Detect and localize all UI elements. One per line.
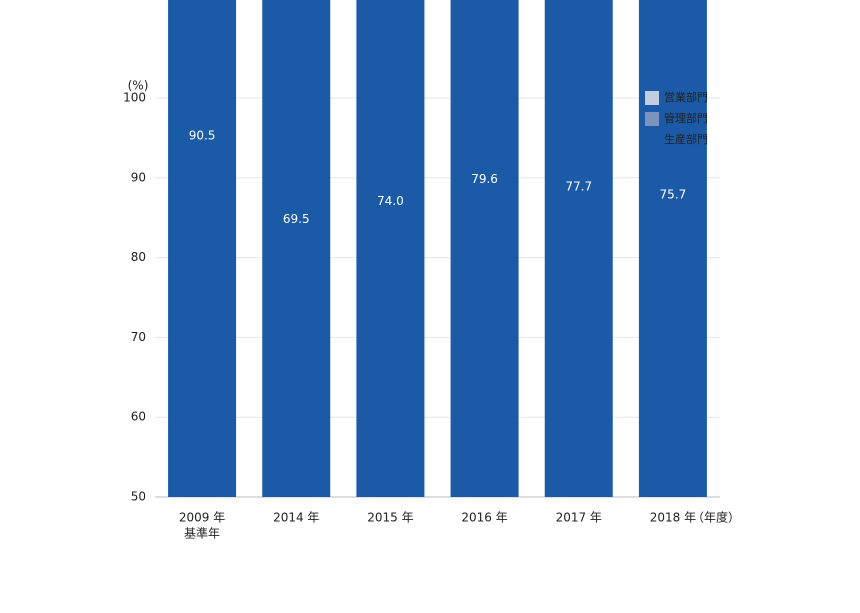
bar-segment — [450, 0, 519, 498]
bar-segment — [544, 0, 613, 498]
value-label: 75.7 — [660, 187, 687, 201]
legend-label: 管理部門 — [664, 111, 708, 125]
value-label: 90.5 — [189, 128, 216, 142]
legend-label: 生産部門 — [664, 132, 708, 146]
value-label: 77.7 — [565, 179, 592, 193]
x-axis-label: （年度） — [692, 510, 740, 525]
legend-swatch — [645, 91, 659, 105]
value-label: 69.5 — [283, 212, 310, 226]
y-tick-label: 70 — [131, 330, 146, 344]
legend-swatch — [645, 112, 659, 126]
x-tick-label: 2014 年 — [273, 511, 319, 525]
legend-swatch — [645, 133, 659, 147]
y-axis-label: (%) — [128, 79, 149, 93]
y-tick-label: 60 — [131, 410, 146, 424]
y-tick-label: 100 — [123, 91, 146, 105]
bar-segment — [638, 0, 707, 497]
x-tick-label: 2018 年 — [650, 511, 696, 525]
value-label: 74.0 — [377, 194, 404, 208]
legend-label: 営業部門 — [664, 90, 708, 104]
bar-segment — [356, 0, 425, 498]
baseline-note: 基準年 — [184, 526, 220, 541]
x-tick-label: 2017 年 — [556, 511, 602, 525]
y-tick-label: 50 — [131, 490, 146, 504]
x-tick-label: 2009 年 — [179, 511, 225, 525]
y-tick-label: 80 — [131, 250, 146, 264]
x-tick-label: 2015 年 — [367, 511, 413, 525]
bar-segment — [168, 0, 237, 497]
bar-segment — [262, 0, 331, 497]
x-tick-label: 2016 年 — [461, 511, 507, 525]
y-tick-label: 90 — [131, 170, 146, 184]
value-label: 79.6 — [471, 172, 498, 186]
